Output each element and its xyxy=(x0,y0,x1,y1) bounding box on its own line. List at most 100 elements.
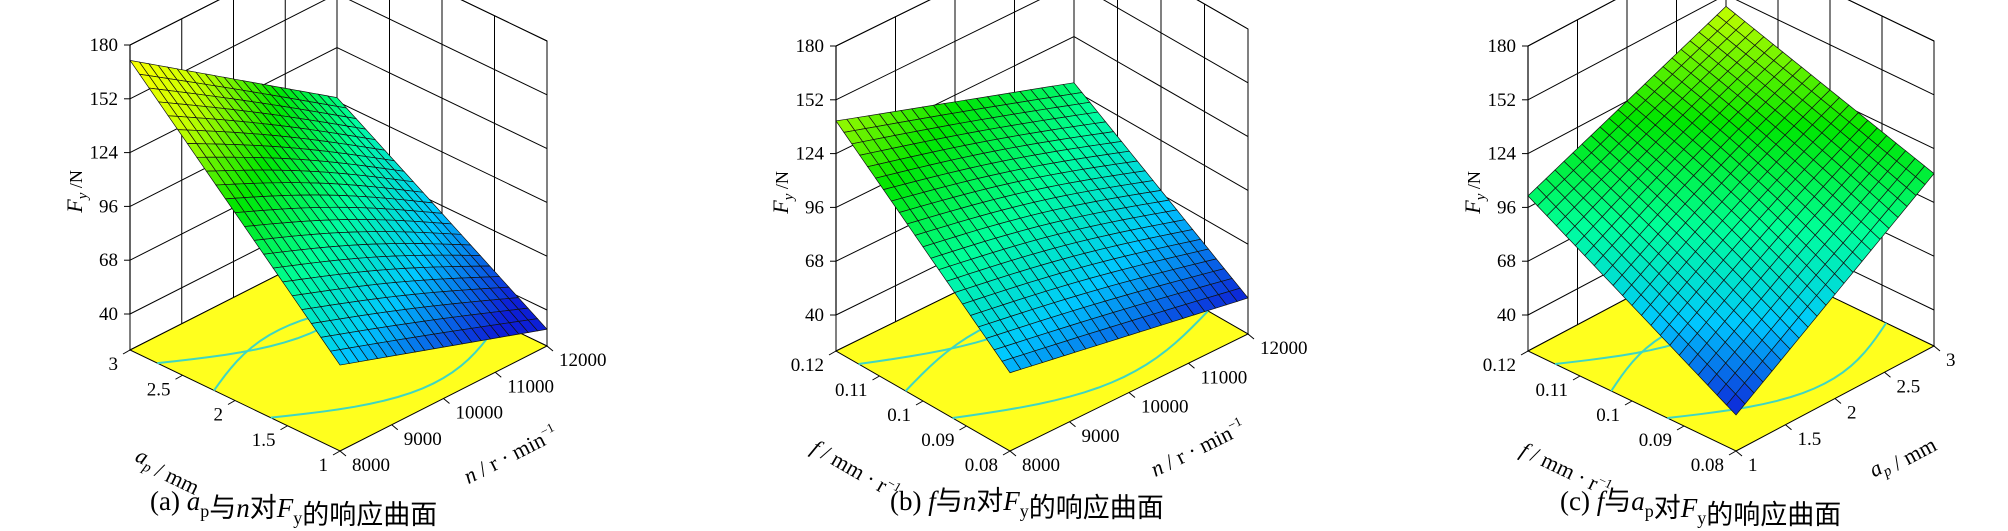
y-tick-label: 2.5 xyxy=(147,379,171,400)
x-axis-label: n / r · min−1 xyxy=(459,419,562,488)
z-axis-label: Fy /N xyxy=(1460,171,1489,215)
z-tick-label: 124 xyxy=(796,144,825,165)
z-tick-label: 40 xyxy=(99,304,118,325)
x-tick-mark xyxy=(1128,392,1136,398)
z-gridline xyxy=(129,0,548,100)
y-tick-label: 3 xyxy=(109,354,119,375)
x-tick-label: 9000 xyxy=(1082,426,1120,447)
y-tick-mark xyxy=(872,375,880,381)
y-tick-mark xyxy=(227,400,236,405)
z-tick-label: 96 xyxy=(805,197,824,218)
y-tick-label: 0.09 xyxy=(1639,430,1672,451)
surface-panel-3: 40 68 96 124 152 180 Fy /N 1 1.5 2 2.5 3 ap / mm 0.08… xyxy=(1460,0,1956,530)
x-axis-label: ap / mm xyxy=(1865,427,1941,486)
y-tick-label: 0.11 xyxy=(835,380,868,401)
z-gridline xyxy=(129,0,548,46)
x-axis-label: n / r · min−1 xyxy=(1146,413,1249,481)
z-tick-label: 96 xyxy=(99,196,118,217)
x-tick-mark xyxy=(339,450,347,457)
z-axis-label: Fy /N xyxy=(62,170,91,214)
y-tick-mark xyxy=(828,350,837,356)
x-tick-mark xyxy=(1247,333,1255,340)
y-tick-label: 1 xyxy=(319,455,329,476)
y-tick-mark xyxy=(1624,400,1633,406)
surface-cell xyxy=(1001,357,1022,374)
x-tick-label: 12000 xyxy=(1260,338,1308,359)
z-tick-label: 152 xyxy=(1488,90,1517,111)
x-tick-mark xyxy=(1009,450,1017,457)
y-tick-mark xyxy=(1676,425,1685,431)
y-tick-mark xyxy=(175,374,183,380)
y-tick-label: 1.5 xyxy=(252,430,276,451)
x-tick-label: 12000 xyxy=(559,350,607,371)
z-tick-label: 124 xyxy=(1488,144,1517,165)
x-tick-label: 11000 xyxy=(507,376,554,397)
response-surface-mesh xyxy=(1527,5,1935,416)
y-tick-label: 2 xyxy=(214,405,224,426)
surface-cell xyxy=(1726,393,1746,416)
z-gridline xyxy=(1527,0,1935,101)
y-tick-label: 0.12 xyxy=(1483,355,1516,376)
z-tick-label: 180 xyxy=(90,35,119,56)
x-tick-label: 8000 xyxy=(352,455,390,476)
z-tick-label: 96 xyxy=(1497,197,1516,218)
z-gridline xyxy=(835,0,1249,47)
x-tick-mark xyxy=(443,398,450,404)
surface-cell xyxy=(329,349,351,366)
z-tick-label: 68 xyxy=(805,251,824,272)
x-tick-mark xyxy=(1933,345,1941,352)
y-tick-label: 0.12 xyxy=(791,355,824,376)
contour-line xyxy=(270,322,500,419)
y-tick-mark xyxy=(1520,350,1529,356)
response-surface-mesh xyxy=(835,82,1249,374)
panel-caption: (b) f与n对Fy的响应曲面 xyxy=(890,486,1164,523)
y-tick-label: 0.08 xyxy=(965,455,998,476)
y-tick-label: 0.1 xyxy=(887,405,911,426)
y-tick-mark xyxy=(959,425,967,431)
y-tick-label: 0.08 xyxy=(1691,455,1724,476)
x-tick-mark xyxy=(1884,371,1891,378)
x-tick-label: 1 xyxy=(1748,455,1758,476)
panel-caption: (a) ap与n对Fy的响应曲面 xyxy=(150,486,437,530)
panel-caption: (c) f与ap对Fy的响应曲面 xyxy=(1560,486,1841,530)
x-tick-mark xyxy=(1834,398,1842,404)
z-tick-label: 180 xyxy=(1488,36,1517,57)
z-tick-label: 68 xyxy=(1497,251,1516,272)
x-tick-label: 10000 xyxy=(456,403,504,424)
y-tick-mark xyxy=(1572,375,1581,381)
x-tick-label: 8000 xyxy=(1022,455,1060,476)
y-tick-label: 0.09 xyxy=(921,430,954,451)
z-tick-label: 152 xyxy=(90,89,119,110)
x-tick-mark xyxy=(1785,424,1792,431)
z-tick-label: 40 xyxy=(1497,305,1516,326)
x-tick-mark xyxy=(1735,450,1743,457)
y-tick-mark xyxy=(122,349,131,355)
x-tick-label: 1.5 xyxy=(1798,429,1822,450)
z-tick-label: 180 xyxy=(796,36,825,57)
z-axis-label: Fy /N xyxy=(768,171,797,215)
x-tick-label: 3 xyxy=(1946,350,1956,371)
x-tick-label: 2 xyxy=(1847,403,1857,424)
x-tick-label: 11000 xyxy=(1201,367,1248,388)
response-surface-mesh xyxy=(129,59,548,366)
z-tick-label: 124 xyxy=(90,143,119,164)
x-tick-mark xyxy=(546,345,554,352)
x-tick-label: 10000 xyxy=(1141,397,1189,418)
y-tick-mark xyxy=(915,400,924,406)
y-tick-mark xyxy=(1728,450,1737,456)
y-tick-mark xyxy=(280,425,288,431)
z-gridline xyxy=(1527,0,1935,47)
y-tick-mark xyxy=(1002,450,1011,456)
z-gridline xyxy=(835,0,1249,101)
contour-line xyxy=(1667,322,1887,419)
x-tick-label: 2.5 xyxy=(1897,376,1921,397)
x-tick-mark xyxy=(1069,421,1076,428)
x-tick-mark xyxy=(391,424,399,431)
x-tick-mark xyxy=(494,371,502,378)
y-tick-label: 0.1 xyxy=(1596,405,1620,426)
z-tick-label: 40 xyxy=(805,305,824,326)
surface-panel-2: 40 68 96 124 152 180 Fy /N 8000 9000 10000 11000 12… xyxy=(768,0,1308,523)
y-tick-label: 0.11 xyxy=(1535,380,1568,401)
